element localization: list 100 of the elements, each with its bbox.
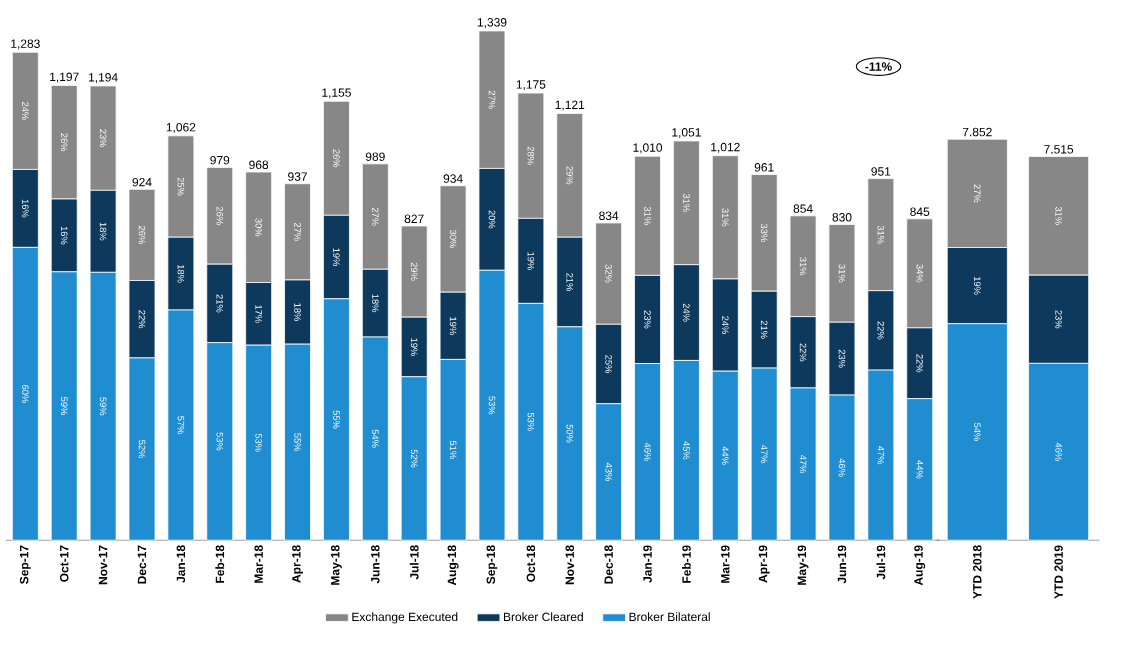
annotation: 23% — [1055, 310, 1062, 329]
annotation: 60% — [22, 384, 29, 403]
text: 1,339 — [477, 18, 507, 29]
annotation: 46% — [644, 442, 651, 461]
annotation: 55% — [294, 433, 301, 452]
x-tick-label: YTD 2018 — [973, 545, 982, 599]
annotation: 45% — [683, 441, 690, 460]
annotation: 21% — [216, 294, 224, 313]
annotation: 1,283 — [11, 39, 40, 50]
annotation: 1,062 — [166, 123, 196, 133]
annotation: 51% — [449, 440, 457, 459]
annotation: 52% — [138, 440, 146, 459]
x-tick-label: Apr-19 — [758, 545, 770, 583]
annotation: 22% — [916, 354, 924, 373]
annotation: 26% — [333, 149, 340, 168]
x-tick-label: May-19 — [797, 545, 809, 585]
annotation: 18% — [294, 303, 301, 322]
annotation: 979 — [210, 156, 230, 165]
annotation: 830 — [832, 213, 852, 222]
annotation: 53% — [255, 433, 262, 452]
annotation: 17% — [255, 305, 262, 323]
annotation: 44% — [916, 460, 923, 479]
annotation: 46% — [1055, 442, 1062, 461]
annotation: 961 — [754, 163, 774, 172]
x-tick-label: Jan-18 — [176, 545, 186, 583]
annotation: 24% — [722, 316, 729, 335]
annotation: 33% — [760, 223, 768, 242]
x-tick-label: Nov-17 — [98, 545, 108, 585]
x-tick-label: Feb-18 — [215, 545, 225, 583]
x-tick-label: Sep-18 — [486, 545, 498, 584]
annotation: 53% — [488, 396, 496, 415]
annotation: 54% — [974, 423, 981, 441]
x-tick-label: Dec-18 — [604, 545, 613, 584]
annotation: 845 — [910, 207, 930, 216]
annotation: 50% — [566, 424, 574, 443]
annotation: 54% — [372, 429, 379, 448]
annotation: 28% — [527, 146, 535, 165]
annotation: 951 — [871, 167, 891, 176]
x-tick-label: Jun-18 — [371, 545, 380, 584]
annotation: 22% — [799, 343, 807, 362]
annotation: 31% — [1055, 206, 1062, 225]
annotation: 1,194 — [89, 73, 118, 84]
annotation: 53% — [527, 412, 535, 431]
annotation: 27% — [488, 90, 496, 109]
annotation: 1,175 — [516, 80, 546, 91]
annotation: 1,012 — [711, 142, 740, 153]
annotation: 23% — [99, 129, 107, 148]
annotation: 18% — [372, 294, 379, 313]
annotation: 55% — [333, 410, 340, 429]
x-tick-label: Mar-19 — [721, 545, 730, 583]
x-tick-label: Dec-17 — [137, 545, 147, 584]
annotation: 924 — [132, 177, 152, 187]
annotation: 27% — [974, 184, 981, 203]
x-tick-label: Aug-18 — [447, 545, 459, 586]
annotation: 27% — [294, 223, 301, 241]
annotation: 22% — [138, 310, 146, 329]
annotation: 834 — [599, 211, 619, 221]
annotation: 31% — [683, 193, 690, 212]
annotation: 31% — [838, 264, 846, 283]
annotation: 31% — [799, 257, 807, 276]
annotation: 7.515 — [1044, 145, 1074, 154]
legend-label: Exchange Executed — [352, 612, 458, 624]
annotation: 47% — [799, 455, 807, 474]
x-tick-label: Jun-19 — [837, 545, 847, 584]
annotation: 934 — [443, 174, 463, 183]
annotation: 23% — [838, 349, 846, 368]
annotation: 31% — [644, 206, 651, 225]
annotation: 1,010 — [633, 143, 663, 154]
annotation: 52% — [410, 449, 418, 468]
legend-label: Broker Cleared — [503, 612, 583, 622]
annotation: 22% — [877, 321, 885, 340]
annotation: 827 — [404, 214, 424, 224]
annotation: 18% — [99, 222, 107, 241]
annotation: 16% — [22, 199, 29, 218]
annotation: 19% — [449, 317, 457, 335]
annotation: 31% — [722, 208, 729, 227]
x-tick-label: Oct-18 — [526, 545, 536, 582]
annotation: 19% — [973, 276, 981, 295]
x-tick-label: Jul-19 — [876, 545, 886, 580]
annotation: 1,197 — [50, 72, 79, 83]
annotation: 31% — [877, 225, 885, 244]
annotation: 57% — [177, 416, 185, 435]
annotation: 24% — [683, 303, 690, 322]
annotation: 21% — [760, 320, 768, 339]
annotation: 20% — [488, 210, 496, 229]
annotation: 26% — [216, 206, 224, 225]
annotation: 53% — [216, 432, 224, 451]
annotation: 25% — [177, 177, 185, 196]
annotation: 30% — [449, 230, 457, 249]
annotation: 32% — [605, 264, 612, 283]
annotation: 24% — [22, 102, 29, 120]
legend-label: Broker Bilateral — [629, 612, 710, 622]
annotation: 1,051 — [672, 128, 701, 139]
x-tick-label: YTD 2019 — [1054, 545, 1063, 599]
annotation: 26% — [60, 133, 68, 152]
annotation: 19% — [333, 248, 340, 267]
annotation: 989 — [365, 152, 385, 161]
annotation: 47% — [877, 446, 885, 465]
annotation: 26% — [138, 226, 146, 244]
annotation: 34% — [916, 264, 924, 283]
